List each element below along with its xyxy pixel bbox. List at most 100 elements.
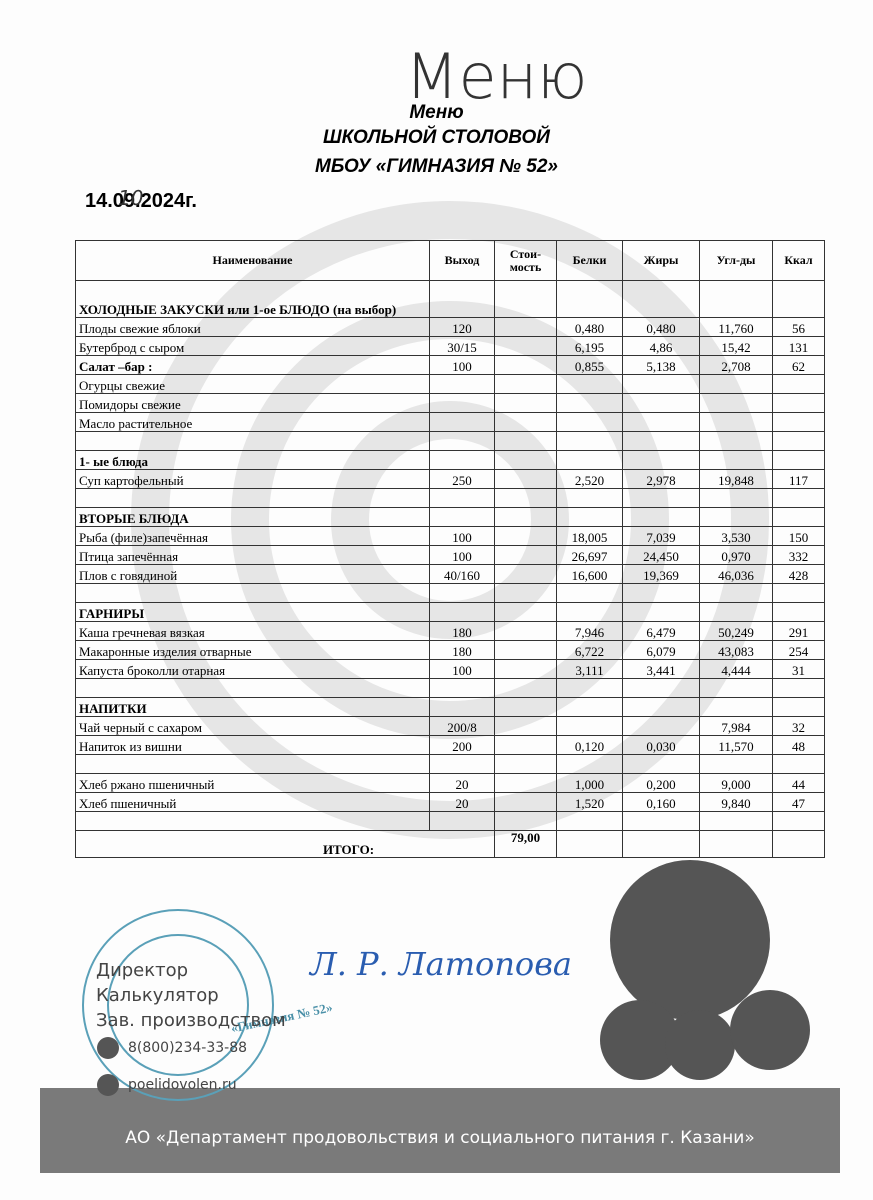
dish-name: Птица запечённая bbox=[75, 545, 430, 565]
cell bbox=[772, 431, 825, 451]
menu-table: Наименование Выход Стои-мость Белки Жиры Угл-… bbox=[75, 240, 825, 858]
cell: 56 bbox=[772, 317, 825, 337]
cell: 20 bbox=[429, 792, 495, 812]
cell: 200 bbox=[429, 735, 495, 755]
cell bbox=[772, 374, 825, 394]
cell: 46,036 bbox=[699, 564, 773, 584]
cell bbox=[772, 583, 825, 603]
cell bbox=[556, 431, 623, 451]
cell bbox=[772, 811, 825, 831]
cell: 0,160 bbox=[622, 792, 700, 812]
cell: 0,970 bbox=[699, 545, 773, 565]
cell bbox=[772, 393, 825, 413]
cell: 120 bbox=[429, 317, 495, 337]
cell: 32 bbox=[772, 716, 825, 736]
table-row: Суп картофельный 250 2,520 2,978 19,848 117 bbox=[75, 469, 825, 489]
dish-name: Капуста броколли отарная bbox=[75, 659, 430, 679]
column-header: Выход bbox=[429, 240, 495, 281]
cell bbox=[556, 280, 623, 318]
cell bbox=[772, 412, 825, 432]
cell bbox=[494, 811, 557, 831]
cell: 3,111 bbox=[556, 659, 623, 679]
cell bbox=[494, 280, 557, 318]
cell bbox=[556, 811, 623, 831]
cell bbox=[772, 830, 825, 858]
dish-name: Каша гречневая вязкая bbox=[75, 621, 430, 641]
cell: 19,369 bbox=[622, 564, 700, 584]
school-name: МБОУ «ГИМНАЗИЯ № 52» bbox=[315, 156, 558, 177]
cell bbox=[429, 602, 495, 622]
cell bbox=[772, 697, 825, 717]
cell: 131 bbox=[772, 336, 825, 356]
cell bbox=[494, 716, 557, 736]
table-row: 1- ые блюда bbox=[75, 450, 825, 470]
cell: 100 bbox=[429, 659, 495, 679]
cell bbox=[494, 336, 557, 356]
cell: 428 bbox=[772, 564, 825, 584]
cell: 180 bbox=[429, 621, 495, 641]
cell bbox=[494, 545, 557, 565]
total-cost: 79,00 bbox=[494, 830, 557, 858]
column-header: Белки bbox=[556, 240, 623, 281]
dish-name: Помидоры свежие bbox=[75, 393, 430, 413]
dish-name: Суп картофельный bbox=[75, 469, 430, 489]
cell bbox=[494, 773, 557, 793]
cell bbox=[622, 830, 700, 858]
total-row: ИТОГО: 79,00 bbox=[75, 830, 825, 858]
roles: Директор Калькулятор Зав. производством bbox=[96, 958, 286, 1033]
column-header: Наименование bbox=[75, 240, 430, 281]
dish-name: Напиток из вишни bbox=[75, 735, 430, 755]
cell bbox=[772, 678, 825, 698]
cell: 50,249 bbox=[699, 621, 773, 641]
table-row: Хлеб ржано пшеничный 20 1,000 0,200 9,000 44 bbox=[75, 773, 825, 793]
table-row: Помидоры свежие bbox=[75, 393, 825, 413]
cell bbox=[622, 393, 700, 413]
cell bbox=[494, 735, 557, 755]
cell: 15,42 bbox=[699, 336, 773, 356]
cell bbox=[622, 412, 700, 432]
cell: 250 bbox=[429, 469, 495, 489]
website: poelidovolen.ru bbox=[128, 1077, 237, 1093]
cell: 62 bbox=[772, 355, 825, 375]
dish-name: Плов с говядиной bbox=[75, 564, 430, 584]
cell bbox=[699, 602, 773, 622]
table-row: Капуста броколли отарная 100 3,111 3,441 4,4… bbox=[75, 659, 825, 679]
role: Директор bbox=[96, 960, 189, 981]
cell: 31 bbox=[772, 659, 825, 679]
cell: 0,480 bbox=[556, 317, 623, 337]
phone: 8(800)234-33-88 bbox=[128, 1040, 248, 1056]
table-row bbox=[75, 431, 825, 451]
cell: 100 bbox=[429, 545, 495, 565]
cell bbox=[429, 374, 495, 394]
cell: 9,840 bbox=[699, 792, 773, 812]
cell bbox=[494, 488, 557, 508]
cell: 117 bbox=[772, 469, 825, 489]
table-row: ВТОРЫЕ БЛЮДА bbox=[75, 507, 825, 527]
cell bbox=[622, 280, 700, 318]
cell: 30/15 bbox=[429, 336, 495, 356]
cell bbox=[622, 583, 700, 603]
table-row: Напиток из вишни 200 0,120 0,030 11,570 48 bbox=[75, 735, 825, 755]
dish-name: ХОЛОДНЫЕ ЗАКУСКИ или 1-ое БЛЮДО (на выбо… bbox=[75, 280, 430, 318]
cell bbox=[772, 754, 825, 774]
cell bbox=[429, 583, 495, 603]
cell bbox=[699, 678, 773, 698]
cell: 2,978 bbox=[622, 469, 700, 489]
cell: 0,120 bbox=[556, 735, 623, 755]
cell: 6,479 bbox=[622, 621, 700, 641]
table-row: Плоды свежие яблоки 120 0,480 0,480 11,760 56 bbox=[75, 317, 825, 337]
cell bbox=[494, 583, 557, 603]
cell bbox=[622, 507, 700, 527]
dish-name bbox=[75, 431, 430, 451]
cell: 7,984 bbox=[699, 716, 773, 736]
dish-name: Салат –бар : bbox=[75, 355, 430, 375]
cell bbox=[494, 355, 557, 375]
cell bbox=[699, 811, 773, 831]
cell: 18,005 bbox=[556, 526, 623, 546]
cell: 1,520 bbox=[556, 792, 623, 812]
cell bbox=[556, 393, 623, 413]
dish-name bbox=[75, 811, 430, 831]
dish-name: ГАРНИРЫ bbox=[75, 602, 430, 622]
table-row bbox=[75, 488, 825, 508]
